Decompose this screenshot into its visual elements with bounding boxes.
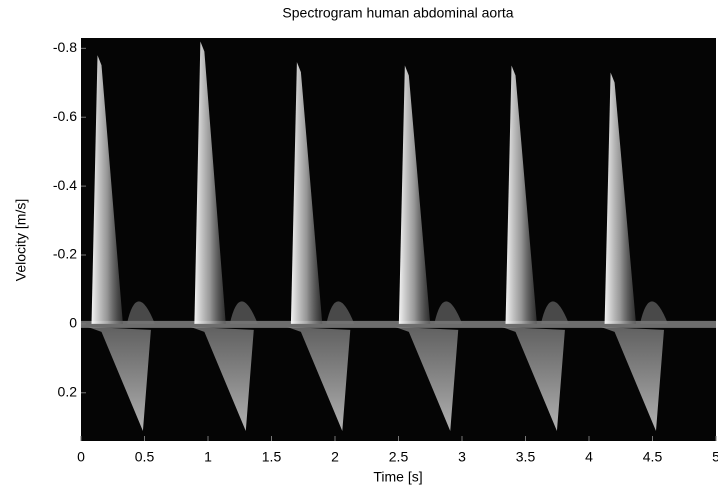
x-tick-label: 2 [331, 449, 339, 465]
reverse-flow [190, 326, 254, 431]
y-tick-label: -0.6 [53, 108, 77, 124]
x-tick-label: 5 [712, 449, 718, 465]
diastolic-bump [326, 301, 355, 324]
y-tick-label: -0.2 [53, 246, 77, 262]
diastolic-bump [639, 301, 668, 324]
systolic-peak [290, 62, 323, 324]
reverse-flow [600, 326, 664, 431]
x-tick-label: 3 [458, 449, 466, 465]
x-tick-label: 3.5 [516, 449, 536, 465]
systolic-peak [398, 65, 431, 324]
reverse-flow [501, 326, 565, 431]
x-tick-label: 2.5 [389, 449, 409, 465]
reverse-flow [394, 326, 459, 431]
x-tick-label: 4.5 [643, 449, 663, 465]
x-tick-label: 4 [585, 449, 593, 465]
x-tick-label: 1.5 [262, 449, 282, 465]
systolic-peak [604, 72, 636, 324]
y-axis-label: Velocity [m/s] [13, 199, 29, 281]
diastolic-bump [229, 301, 258, 324]
x-tick-label: 0 [77, 449, 85, 465]
y-tick-label: -0.4 [53, 177, 77, 193]
y-tick-label: 0 [69, 315, 77, 331]
systolic-peak [194, 41, 226, 324]
diastolic-bump [126, 301, 155, 324]
x-axis-label: Time [s] [373, 469, 422, 485]
clutter-band [81, 320, 716, 328]
diastolic-bump [540, 301, 569, 324]
chart-title: Spectrogram human abdominal aorta [282, 5, 513, 21]
systolic-peak [91, 55, 123, 324]
reverse-flow [87, 326, 151, 431]
systolic-peak [505, 65, 537, 324]
x-tick-label: 1 [204, 449, 212, 465]
y-tick-label: 0.2 [58, 383, 78, 399]
diastolic-bump [434, 301, 463, 324]
x-tick-label: 0.5 [135, 449, 155, 465]
reverse-flow [286, 326, 351, 431]
y-tick-label: -0.8 [53, 39, 77, 55]
